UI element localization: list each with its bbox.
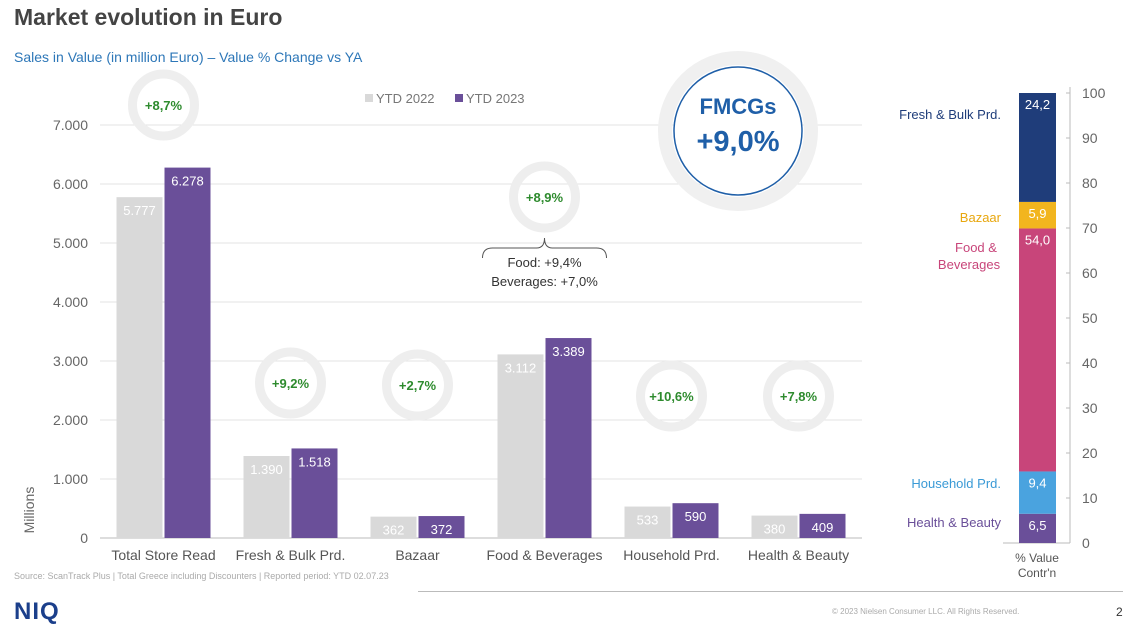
y-tick-label: 40	[1082, 355, 1098, 371]
y-tick-label: 6.000	[53, 176, 88, 192]
y-tick-label: 20	[1082, 445, 1098, 461]
data-label-ytd2023: 409	[812, 520, 834, 535]
y-tick-label: 0	[80, 530, 88, 546]
stacked-segment	[1019, 513, 1056, 543]
growth-circle	[382, 349, 453, 421]
food-note-line: Beverages: +7,0%	[491, 274, 598, 289]
segment-value-label: 6,5	[1028, 518, 1046, 533]
segment-value-label: 9,4	[1028, 475, 1046, 490]
data-label-ytd2022: 3.112	[505, 360, 537, 375]
segment-value-label: 5,9	[1028, 206, 1046, 221]
y-tick-label: 0	[1082, 535, 1090, 551]
y-tick-label: 10	[1082, 490, 1098, 506]
data-label-ytd2023: 6.278	[171, 174, 204, 189]
x-axis-label: Contr'n	[1018, 566, 1056, 580]
y-tick-label: 4.000	[53, 294, 88, 310]
growth-label: +10,6%	[649, 389, 694, 404]
y-tick-label: 50	[1082, 310, 1098, 326]
stacked-segment	[1019, 201, 1056, 229]
x-tick-label: Food & Beverages	[487, 547, 603, 563]
growth-label: +9,2%	[272, 376, 310, 391]
segment-name-label: Household Prd.	[911, 476, 1001, 491]
data-label-ytd2022: 5.777	[123, 203, 156, 218]
legend-swatch-ytd2022	[365, 94, 373, 102]
data-label-ytd2022: 533	[637, 513, 659, 528]
growth-label: +8,9%	[526, 190, 564, 205]
fmcg-value: +9,0%	[696, 126, 779, 158]
legend-label-ytd2022: YTD 2022	[376, 91, 435, 106]
segment-value-label: 24,2	[1025, 97, 1050, 112]
fmcg-label: FMCGs	[700, 94, 777, 119]
niq-logo: NIQ	[14, 598, 60, 625]
y-tick-label: 1.000	[53, 471, 88, 487]
stacked-segment	[1019, 93, 1056, 202]
x-axis-label: % Value	[1015, 551, 1059, 565]
x-tick-label: Total Store Read	[111, 547, 215, 563]
data-label-ytd2022: 1.390	[250, 462, 283, 477]
segment-value-label: 54,0	[1025, 232, 1050, 247]
footer-divider	[418, 591, 1123, 592]
y-tick-label: 3.000	[53, 353, 88, 369]
data-label-ytd2022: 362	[383, 523, 405, 538]
data-label-ytd2022: 380	[764, 522, 786, 537]
growth-circle	[128, 69, 199, 141]
growth-label: +2,7%	[399, 378, 437, 393]
page-title: Market evolution in Euro	[14, 4, 283, 30]
segment-name-label: Food &	[955, 240, 997, 255]
bar-ytd2022	[751, 515, 798, 538]
bar-ytd2022	[243, 455, 290, 538]
bar-ytd2023	[418, 516, 465, 538]
growth-circle	[509, 161, 580, 233]
y-tick-label: 70	[1082, 220, 1098, 236]
bar-ytd2023	[672, 503, 719, 538]
data-label-ytd2023: 1.518	[298, 454, 331, 469]
data-label-ytd2023: 372	[431, 522, 453, 537]
food-note-brace	[482, 237, 607, 259]
growth-label: +8,7%	[145, 98, 183, 113]
segment-name-label: Beverages	[938, 257, 1001, 272]
growth-circle	[636, 360, 707, 432]
page-number: 2	[1116, 605, 1123, 619]
data-label-ytd2023: 590	[685, 509, 707, 524]
y-tick-label: 7.000	[53, 117, 88, 133]
growth-label: +7,8%	[780, 389, 818, 404]
bar-ytd2023	[291, 448, 338, 538]
y-tick-label: 100	[1082, 85, 1106, 101]
y-tick-label: 60	[1082, 265, 1098, 281]
segment-name-label: Bazaar	[960, 210, 1002, 225]
legend-label-ytd2023: YTD 2023	[466, 91, 525, 106]
y-axis-label: Millions	[21, 487, 37, 534]
y-tick-label: 5.000	[53, 235, 88, 251]
growth-circle	[763, 360, 834, 432]
source-note: Source: ScanTrack Plus | Total Greece in…	[14, 571, 389, 581]
y-tick-label: 2.000	[53, 412, 88, 428]
y-tick-label: 90	[1082, 130, 1098, 146]
growth-circle	[255, 347, 326, 419]
bar-ytd2023	[164, 167, 211, 538]
bar-ytd2023	[545, 338, 592, 538]
x-tick-label: Fresh & Bulk Prd.	[236, 547, 346, 563]
segment-name-label: Health & Beauty	[907, 515, 1001, 530]
y-tick-label: 80	[1082, 175, 1098, 191]
bar-ytd2022	[624, 506, 671, 538]
bar-ytd2022	[370, 516, 417, 538]
stacked-segment	[1019, 228, 1056, 472]
legend-swatch-ytd2023	[455, 94, 463, 102]
x-tick-label: Bazaar	[395, 547, 440, 563]
bar-ytd2022	[116, 197, 163, 539]
data-label-ytd2023: 3.389	[552, 344, 585, 359]
x-tick-label: Health & Beauty	[748, 547, 849, 563]
stacked-segment	[1019, 471, 1056, 514]
x-tick-label: Household Prd.	[623, 547, 720, 563]
y-tick-label: 30	[1082, 400, 1098, 416]
bar-ytd2022	[497, 354, 544, 538]
fmcg-circle	[673, 66, 803, 196]
food-note-line: Food: +9,4%	[507, 255, 582, 270]
copyright-note: © 2023 Nielsen Consumer LLC. All Rights …	[832, 607, 1020, 616]
chart-subtitle: Sales in Value (in million Euro) – Value…	[14, 49, 363, 65]
bar-ytd2023	[799, 513, 846, 538]
segment-name-label: Fresh & Bulk Prd.	[899, 107, 1001, 122]
fmcg-outer-ring	[658, 51, 818, 211]
